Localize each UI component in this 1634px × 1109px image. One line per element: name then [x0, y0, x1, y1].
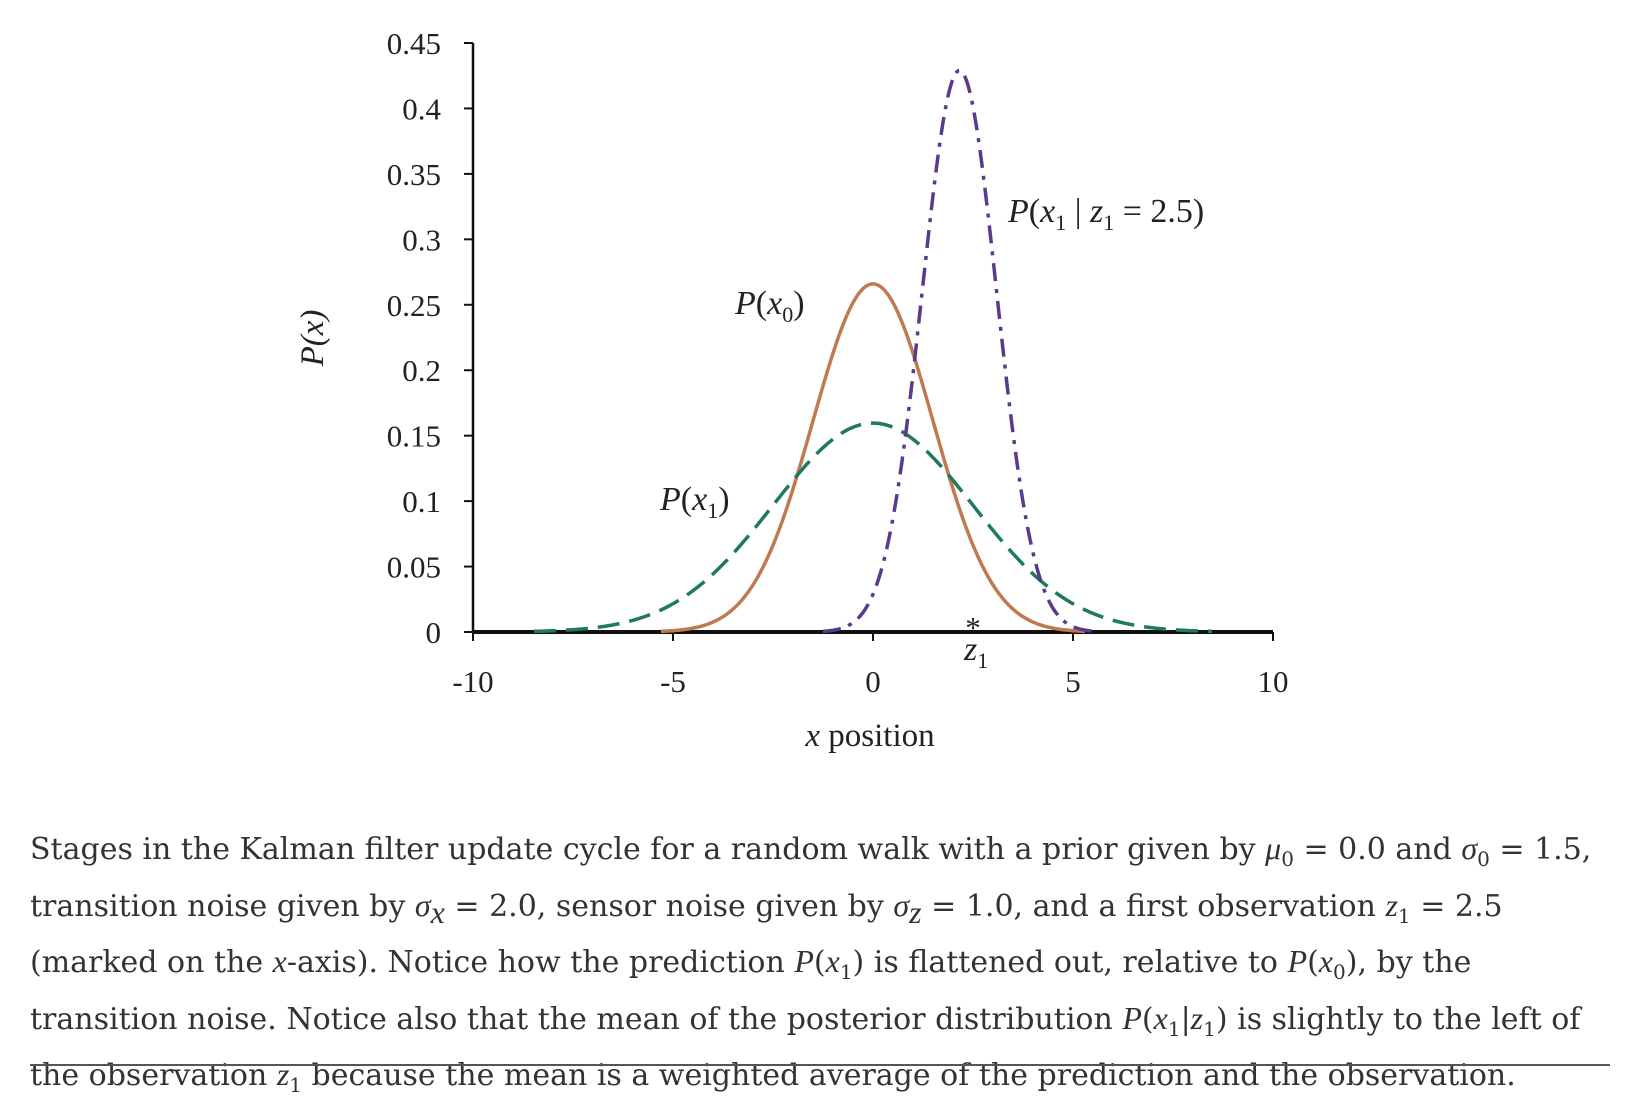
chart-curves: *: [533, 68, 1213, 645]
y-tick-label: 0.35: [387, 157, 441, 192]
x-tick-label: 10: [1258, 664, 1289, 699]
y-axis-title: P(x): [295, 310, 331, 368]
x-tick-label: -10: [452, 664, 493, 699]
y-tick-label: 0: [426, 615, 442, 650]
x-tick-label: 5: [1065, 664, 1081, 699]
y-tick-label: 0.1: [402, 484, 441, 519]
series-2-curve: [822, 68, 1097, 634]
y-tick-label: 0.2: [402, 353, 441, 388]
x-tick-label: -5: [660, 664, 686, 699]
x-axis-title-rest: position: [820, 718, 935, 754]
label-p-x1: P(x1): [659, 481, 730, 523]
series-1-curve: [533, 421, 1213, 634]
x-axis-title: x position: [804, 718, 934, 754]
kalman-chart: 0 0.05 0.1 0.15 0.2 0.25 0.3 0.35 0.4 0.45 -10 -5 0 5…: [295, 26, 1289, 754]
bottom-divider: [30, 1064, 1610, 1066]
label-posterior: P(x1 | z1 = 2.5): [1007, 193, 1204, 235]
figure-caption: Stages in the Kalman filter update cycle…: [30, 830, 1592, 1097]
y-tick-label: 0.4: [402, 91, 441, 126]
x-tick-label: 0: [865, 664, 881, 699]
chart-labels: x position P(x) P(x0) P(x1) P(x1 | z1 = …: [295, 193, 1204, 754]
label-z1: z1: [963, 631, 988, 673]
label-p-x0: P(x0): [734, 285, 805, 327]
y-tick-label: 0.3: [402, 222, 441, 257]
y-tick-label: 0.25: [387, 288, 441, 323]
y-tick-label: 0.15: [387, 419, 441, 454]
y-tick-label: 0.45: [387, 26, 441, 61]
y-tick-label: 0.05: [387, 550, 441, 585]
chart-axes: 0 0.05 0.1 0.15 0.2 0.25 0.3 0.35 0.4 0.45 -10 -5 0 5…: [387, 26, 1289, 699]
series-0-curve: [660, 282, 1086, 634]
observation-marker: *: [965, 610, 981, 645]
